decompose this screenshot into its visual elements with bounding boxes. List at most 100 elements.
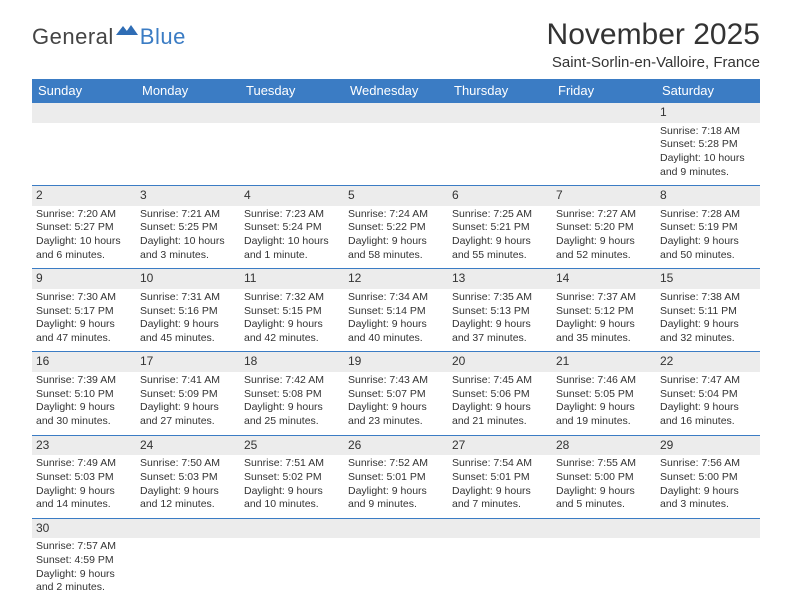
day-number bbox=[552, 518, 656, 538]
cell-sunset: Sunset: 5:07 PM bbox=[348, 388, 444, 402]
cell-sunrise: Sunrise: 7:51 AM bbox=[244, 457, 340, 471]
title-block: November 2025 Saint-Sorlin-en-Valloire, … bbox=[547, 18, 760, 71]
cell-day2: and 19 minutes. bbox=[556, 415, 652, 429]
daynum-row: 23242526272829 bbox=[32, 435, 760, 455]
cell-sunrise: Sunrise: 7:55 AM bbox=[556, 457, 652, 471]
day-cell: Sunrise: 7:25 AMSunset: 5:21 PMDaylight:… bbox=[448, 206, 552, 269]
cell-day2: and 7 minutes. bbox=[452, 498, 548, 512]
day-cell: Sunrise: 7:35 AMSunset: 5:13 PMDaylight:… bbox=[448, 289, 552, 352]
day-cell: Sunrise: 7:24 AMSunset: 5:22 PMDaylight:… bbox=[344, 206, 448, 269]
cell-day1: Daylight: 9 hours bbox=[36, 568, 132, 582]
cell-sunrise: Sunrise: 7:20 AM bbox=[36, 208, 132, 222]
cell-sunset: Sunset: 5:19 PM bbox=[660, 221, 756, 235]
cell-day1: Daylight: 9 hours bbox=[556, 318, 652, 332]
cell-sunrise: Sunrise: 7:57 AM bbox=[36, 540, 132, 554]
cell-day2: and 50 minutes. bbox=[660, 249, 756, 263]
cell-sunset: Sunset: 5:21 PM bbox=[452, 221, 548, 235]
cell-day1: Daylight: 9 hours bbox=[348, 485, 444, 499]
cell-sunset: Sunset: 4:59 PM bbox=[36, 554, 132, 568]
cell-sunrise: Sunrise: 7:47 AM bbox=[660, 374, 756, 388]
cell-sunset: Sunset: 5:16 PM bbox=[140, 305, 236, 319]
day-cell: Sunrise: 7:34 AMSunset: 5:14 PMDaylight:… bbox=[344, 289, 448, 352]
weekday-thursday: Thursday bbox=[448, 79, 552, 103]
logo: General Blue bbox=[32, 24, 186, 50]
cell-day1: Daylight: 9 hours bbox=[140, 401, 236, 415]
cell-day2: and 45 minutes. bbox=[140, 332, 236, 346]
day-number bbox=[32, 103, 136, 123]
weekday-tuesday: Tuesday bbox=[240, 79, 344, 103]
day-number bbox=[240, 518, 344, 538]
cell-day1: Daylight: 9 hours bbox=[660, 401, 756, 415]
cell-day1: Daylight: 9 hours bbox=[36, 485, 132, 499]
cell-day2: and 47 minutes. bbox=[36, 332, 132, 346]
day-cell bbox=[240, 123, 344, 186]
day-cell bbox=[656, 538, 760, 601]
day-cell bbox=[240, 538, 344, 601]
day-cell: Sunrise: 7:38 AMSunset: 5:11 PMDaylight:… bbox=[656, 289, 760, 352]
cell-sunrise: Sunrise: 7:49 AM bbox=[36, 457, 132, 471]
day-number: 11 bbox=[240, 269, 344, 289]
day-number: 10 bbox=[136, 269, 240, 289]
detail-row: Sunrise: 7:39 AMSunset: 5:10 PMDaylight:… bbox=[32, 372, 760, 435]
day-number: 13 bbox=[448, 269, 552, 289]
day-cell bbox=[136, 538, 240, 601]
detail-row: Sunrise: 7:49 AMSunset: 5:03 PMDaylight:… bbox=[32, 455, 760, 518]
day-cell bbox=[32, 123, 136, 186]
detail-row: Sunrise: 7:18 AMSunset: 5:28 PMDaylight:… bbox=[32, 123, 760, 186]
weekday-monday: Monday bbox=[136, 79, 240, 103]
day-number: 19 bbox=[344, 352, 448, 372]
cell-sunset: Sunset: 5:14 PM bbox=[348, 305, 444, 319]
calendar-table: Sunday Monday Tuesday Wednesday Thursday… bbox=[32, 79, 760, 601]
day-number bbox=[344, 518, 448, 538]
calendar-page: General Blue November 2025 Saint-Sorlin-… bbox=[0, 0, 792, 601]
cell-day2: and 58 minutes. bbox=[348, 249, 444, 263]
day-cell: Sunrise: 7:42 AMSunset: 5:08 PMDaylight:… bbox=[240, 372, 344, 435]
cell-day1: Daylight: 9 hours bbox=[556, 235, 652, 249]
cell-sunrise: Sunrise: 7:45 AM bbox=[452, 374, 548, 388]
day-number: 12 bbox=[344, 269, 448, 289]
cell-sunset: Sunset: 5:01 PM bbox=[348, 471, 444, 485]
day-cell bbox=[344, 123, 448, 186]
cell-sunset: Sunset: 5:25 PM bbox=[140, 221, 236, 235]
day-number bbox=[240, 103, 344, 123]
day-cell: Sunrise: 7:46 AMSunset: 5:05 PMDaylight:… bbox=[552, 372, 656, 435]
day-cell bbox=[136, 123, 240, 186]
day-number bbox=[552, 103, 656, 123]
day-number: 8 bbox=[656, 186, 760, 206]
day-number: 29 bbox=[656, 435, 760, 455]
day-cell bbox=[552, 123, 656, 186]
day-number bbox=[136, 103, 240, 123]
cell-day2: and 52 minutes. bbox=[556, 249, 652, 263]
cell-sunrise: Sunrise: 7:24 AM bbox=[348, 208, 444, 222]
day-number bbox=[448, 103, 552, 123]
detail-row: Sunrise: 7:57 AMSunset: 4:59 PMDaylight:… bbox=[32, 538, 760, 601]
cell-sunset: Sunset: 5:05 PM bbox=[556, 388, 652, 402]
cell-sunset: Sunset: 5:11 PM bbox=[660, 305, 756, 319]
day-cell: Sunrise: 7:20 AMSunset: 5:27 PMDaylight:… bbox=[32, 206, 136, 269]
cell-sunset: Sunset: 5:20 PM bbox=[556, 221, 652, 235]
cell-day1: Daylight: 9 hours bbox=[36, 401, 132, 415]
cell-day2: and 25 minutes. bbox=[244, 415, 340, 429]
cell-sunrise: Sunrise: 7:56 AM bbox=[660, 457, 756, 471]
cell-day2: and 16 minutes. bbox=[660, 415, 756, 429]
cell-day1: Daylight: 9 hours bbox=[348, 401, 444, 415]
cell-sunset: Sunset: 5:02 PM bbox=[244, 471, 340, 485]
cell-sunset: Sunset: 5:06 PM bbox=[452, 388, 548, 402]
day-number: 15 bbox=[656, 269, 760, 289]
cell-day2: and 30 minutes. bbox=[36, 415, 132, 429]
day-number: 28 bbox=[552, 435, 656, 455]
day-cell: Sunrise: 7:55 AMSunset: 5:00 PMDaylight:… bbox=[552, 455, 656, 518]
day-cell: Sunrise: 7:32 AMSunset: 5:15 PMDaylight:… bbox=[240, 289, 344, 352]
cell-day2: and 21 minutes. bbox=[452, 415, 548, 429]
weekday-friday: Friday bbox=[552, 79, 656, 103]
day-number: 4 bbox=[240, 186, 344, 206]
cell-day2: and 37 minutes. bbox=[452, 332, 548, 346]
detail-row: Sunrise: 7:30 AMSunset: 5:17 PMDaylight:… bbox=[32, 289, 760, 352]
cell-sunrise: Sunrise: 7:21 AM bbox=[140, 208, 236, 222]
cell-sunset: Sunset: 5:10 PM bbox=[36, 388, 132, 402]
cell-sunset: Sunset: 5:09 PM bbox=[140, 388, 236, 402]
day-number: 27 bbox=[448, 435, 552, 455]
cell-sunrise: Sunrise: 7:18 AM bbox=[660, 125, 756, 139]
cell-sunrise: Sunrise: 7:37 AM bbox=[556, 291, 652, 305]
daynum-row: 9101112131415 bbox=[32, 269, 760, 289]
